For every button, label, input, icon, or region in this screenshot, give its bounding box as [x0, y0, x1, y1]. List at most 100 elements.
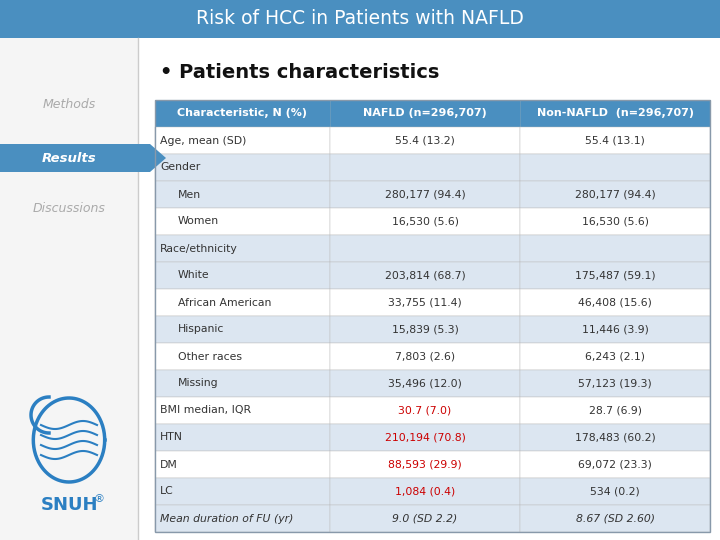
Bar: [155, 424, 330, 451]
Text: Mean duration of FU (yr): Mean duration of FU (yr): [160, 514, 293, 523]
Text: 57,123 (19.3): 57,123 (19.3): [578, 379, 652, 388]
Bar: [520, 154, 710, 181]
Text: 175,487 (59.1): 175,487 (59.1): [575, 271, 655, 280]
Text: HTN: HTN: [160, 433, 183, 442]
Text: 16,530 (5.6): 16,530 (5.6): [392, 217, 459, 226]
Text: 35,496 (12.0): 35,496 (12.0): [388, 379, 462, 388]
Bar: [330, 316, 520, 343]
Bar: [520, 424, 710, 451]
Bar: [520, 289, 710, 316]
Text: 280,177 (94.4): 280,177 (94.4): [384, 190, 465, 199]
Polygon shape: [150, 144, 166, 172]
Bar: [155, 154, 330, 181]
Text: Characteristic, N (%): Characteristic, N (%): [177, 109, 307, 118]
Text: 11,446 (3.9): 11,446 (3.9): [582, 325, 649, 334]
Text: Other races: Other races: [178, 352, 242, 361]
Bar: [155, 235, 330, 262]
Text: Age, mean (SD): Age, mean (SD): [160, 136, 246, 145]
Text: Risk of HCC in Patients with NAFLD: Risk of HCC in Patients with NAFLD: [196, 10, 524, 29]
Text: Race/ethnicity: Race/ethnicity: [160, 244, 238, 253]
Bar: [520, 370, 710, 397]
Bar: [330, 397, 520, 424]
Text: 46,408 (15.6): 46,408 (15.6): [578, 298, 652, 307]
Text: DM: DM: [160, 460, 178, 469]
Text: 203,814 (68.7): 203,814 (68.7): [384, 271, 465, 280]
Bar: [155, 289, 330, 316]
Bar: [520, 505, 710, 532]
Text: SNUH: SNUH: [40, 496, 98, 514]
Text: 6,243 (2.1): 6,243 (2.1): [585, 352, 645, 361]
Bar: [155, 181, 330, 208]
Bar: [520, 181, 710, 208]
Bar: [155, 100, 710, 532]
Bar: [520, 208, 710, 235]
Bar: [155, 343, 330, 370]
Text: 210,194 (70.8): 210,194 (70.8): [384, 433, 465, 442]
Text: 69,072 (23.3): 69,072 (23.3): [578, 460, 652, 469]
Bar: [0, 0, 720, 38]
Bar: [155, 208, 330, 235]
Text: 88,593 (29.9): 88,593 (29.9): [388, 460, 462, 469]
Text: 16,530 (5.6): 16,530 (5.6): [582, 217, 649, 226]
Bar: [0, 38, 138, 540]
Bar: [330, 451, 520, 478]
Bar: [330, 343, 520, 370]
Text: 33,755 (11.4): 33,755 (11.4): [388, 298, 462, 307]
Bar: [520, 262, 710, 289]
Bar: [520, 397, 710, 424]
Text: 15,839 (5.3): 15,839 (5.3): [392, 325, 459, 334]
Text: LC: LC: [160, 487, 174, 496]
Text: Men: Men: [178, 190, 201, 199]
Text: 8.67 (SD 2.60): 8.67 (SD 2.60): [575, 514, 654, 523]
Text: Gender: Gender: [160, 163, 200, 172]
Text: Discussions: Discussions: [32, 201, 105, 214]
Text: 178,483 (60.2): 178,483 (60.2): [575, 433, 655, 442]
Bar: [330, 424, 520, 451]
Bar: [330, 289, 520, 316]
Bar: [330, 262, 520, 289]
Bar: [330, 505, 520, 532]
Bar: [155, 397, 330, 424]
Text: 28.7 (6.9): 28.7 (6.9): [588, 406, 642, 415]
Bar: [520, 343, 710, 370]
Bar: [330, 370, 520, 397]
Text: 7,803 (2.6): 7,803 (2.6): [395, 352, 455, 361]
Text: African American: African American: [178, 298, 271, 307]
Bar: [155, 127, 330, 154]
Text: Hispanic: Hispanic: [178, 325, 225, 334]
Bar: [520, 478, 710, 505]
Text: 280,177 (94.4): 280,177 (94.4): [575, 190, 655, 199]
Bar: [0, 144, 150, 172]
Bar: [330, 127, 520, 154]
Bar: [330, 235, 520, 262]
Bar: [520, 316, 710, 343]
Text: Non-NAFLD  (n=296,707): Non-NAFLD (n=296,707): [536, 109, 693, 118]
Bar: [155, 100, 330, 127]
Bar: [330, 208, 520, 235]
Bar: [155, 316, 330, 343]
Text: • Patients characteristics: • Patients characteristics: [160, 64, 439, 83]
Bar: [155, 505, 330, 532]
Text: 1,084 (0.4): 1,084 (0.4): [395, 487, 455, 496]
Text: Missing: Missing: [178, 379, 219, 388]
Bar: [520, 127, 710, 154]
Text: 9.0 (SD 2.2): 9.0 (SD 2.2): [392, 514, 458, 523]
Text: White: White: [178, 271, 210, 280]
Text: ®: ®: [94, 494, 104, 504]
Text: Methods: Methods: [42, 98, 96, 111]
Text: 55.4 (13.2): 55.4 (13.2): [395, 136, 455, 145]
Bar: [520, 235, 710, 262]
Text: NAFLD (n=296,707): NAFLD (n=296,707): [363, 109, 487, 118]
Bar: [520, 451, 710, 478]
Text: BMI median, IQR: BMI median, IQR: [160, 406, 251, 415]
Text: 55.4 (13.1): 55.4 (13.1): [585, 136, 645, 145]
Bar: [330, 154, 520, 181]
Bar: [330, 478, 520, 505]
Bar: [330, 181, 520, 208]
Bar: [520, 100, 710, 127]
Text: 534 (0.2): 534 (0.2): [590, 487, 640, 496]
Bar: [155, 370, 330, 397]
Bar: [155, 478, 330, 505]
Bar: [155, 451, 330, 478]
Text: Women: Women: [178, 217, 219, 226]
